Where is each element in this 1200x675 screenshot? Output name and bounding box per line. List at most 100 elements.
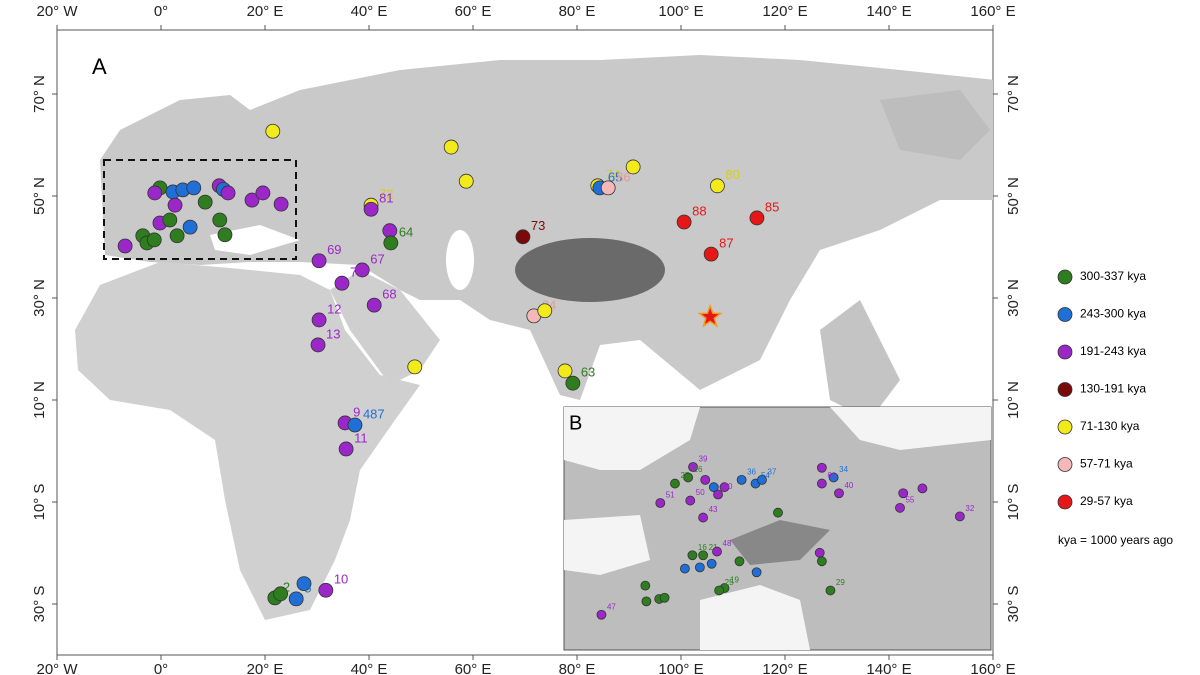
site-marker bbox=[749, 210, 765, 226]
site-marker bbox=[625, 159, 641, 175]
x-tick-label: 20° E bbox=[247, 661, 284, 675]
site-marker bbox=[167, 197, 183, 213]
site-label: 63 bbox=[581, 365, 595, 380]
site-label: 55 bbox=[905, 495, 914, 504]
y-tick-label: 70° N bbox=[31, 75, 48, 113]
site-marker bbox=[898, 488, 909, 499]
site-marker bbox=[117, 238, 133, 254]
x-tick-label: 80° E bbox=[559, 3, 596, 20]
site-marker bbox=[816, 478, 827, 489]
site-marker bbox=[698, 512, 708, 523]
site-label: 36 bbox=[747, 468, 756, 477]
site-marker bbox=[182, 219, 198, 235]
site-marker bbox=[318, 582, 334, 598]
site-marker bbox=[710, 178, 725, 194]
site-label: 86 bbox=[616, 169, 630, 184]
inset-box bbox=[103, 159, 297, 260]
site-marker bbox=[659, 592, 670, 603]
site-marker bbox=[736, 474, 747, 485]
legend-swatch bbox=[1057, 269, 1073, 285]
site-marker bbox=[683, 472, 694, 483]
y-tick-label: 50° N bbox=[1005, 177, 1022, 215]
x-tick-label: 60° E bbox=[455, 3, 492, 20]
site-marker bbox=[641, 596, 652, 607]
site-label: 87 bbox=[719, 236, 733, 251]
site-marker bbox=[719, 482, 730, 493]
site-marker bbox=[600, 180, 616, 196]
site-label: 11 bbox=[354, 430, 368, 445]
legend-label: 300-337 kya bbox=[1080, 269, 1146, 283]
site-label: 26 bbox=[694, 465, 703, 474]
site-marker bbox=[825, 585, 836, 596]
panel-label: A bbox=[92, 54, 107, 79]
y-tick-label: 10° N bbox=[31, 381, 48, 419]
y-tick-label: 70° N bbox=[1005, 75, 1022, 113]
site-label: 34 bbox=[839, 465, 848, 474]
site-label: 19 bbox=[730, 576, 739, 585]
site-marker bbox=[655, 498, 666, 508]
site-label: 48 bbox=[723, 539, 732, 548]
site-marker bbox=[244, 192, 260, 208]
site-label: 27 bbox=[680, 471, 689, 480]
star-marker bbox=[697, 303, 723, 328]
site-label: 72 bbox=[379, 187, 393, 202]
site-marker bbox=[212, 212, 228, 228]
legend-swatch bbox=[1057, 307, 1073, 322]
inset-panel bbox=[563, 406, 992, 651]
site-marker bbox=[296, 576, 312, 591]
site-marker bbox=[698, 550, 708, 561]
site-label: 32 bbox=[965, 504, 974, 513]
site-marker bbox=[197, 194, 213, 210]
site-marker bbox=[366, 297, 382, 313]
y-tick-label: 30° S bbox=[1005, 586, 1022, 623]
site-marker bbox=[147, 185, 163, 201]
site-label: 69 bbox=[327, 242, 341, 257]
y-tick-label: 10° S bbox=[31, 484, 48, 521]
legend-note: kya = 1000 years ago bbox=[1058, 533, 1173, 547]
site-marker bbox=[363, 201, 379, 217]
site-marker bbox=[734, 556, 745, 567]
x-tick-label: 80° E bbox=[559, 661, 596, 675]
site-marker bbox=[273, 586, 289, 602]
site-marker bbox=[670, 478, 680, 489]
site-label: 65 bbox=[608, 169, 622, 184]
x-tick-label: 140° E bbox=[866, 3, 911, 20]
site-label: 54 bbox=[761, 471, 770, 480]
site-marker bbox=[816, 556, 827, 567]
site-marker bbox=[443, 139, 459, 155]
site-marker bbox=[828, 472, 839, 483]
legend-label: 29-57 kya bbox=[1080, 494, 1133, 508]
site-marker bbox=[706, 558, 717, 569]
panel-label: B bbox=[569, 412, 582, 434]
site-label: 80 bbox=[725, 167, 739, 182]
site-marker bbox=[407, 359, 423, 375]
site-label: 2 bbox=[283, 579, 290, 594]
x-tick-label: 0° bbox=[154, 3, 168, 20]
site-marker bbox=[217, 227, 233, 243]
legend-swatch bbox=[1057, 419, 1073, 435]
y-tick-label: 30° N bbox=[1005, 279, 1022, 317]
site-marker bbox=[834, 488, 844, 499]
site-marker bbox=[895, 502, 905, 513]
site-marker bbox=[688, 462, 698, 472]
site-marker bbox=[814, 547, 825, 558]
site-marker bbox=[700, 474, 711, 485]
x-tick-label: 100° E bbox=[658, 661, 703, 675]
site-label: 88 bbox=[692, 203, 706, 218]
site-marker bbox=[773, 507, 783, 518]
site-label: 70 bbox=[350, 265, 364, 280]
site-marker bbox=[714, 585, 725, 596]
site-marker bbox=[383, 235, 399, 251]
site-label: 37 bbox=[767, 468, 776, 477]
site-marker bbox=[334, 275, 350, 291]
site-label: 12 bbox=[327, 301, 341, 316]
x-tick-label: 160° E bbox=[970, 661, 1015, 675]
site-label: 43 bbox=[709, 505, 718, 514]
site-marker bbox=[955, 511, 965, 522]
site-label: 5 bbox=[304, 580, 311, 595]
site-marker bbox=[687, 550, 698, 561]
legend-label: 130-191 kya bbox=[1080, 382, 1146, 396]
site-marker bbox=[288, 591, 304, 607]
x-tick-label: 140° E bbox=[866, 661, 911, 675]
